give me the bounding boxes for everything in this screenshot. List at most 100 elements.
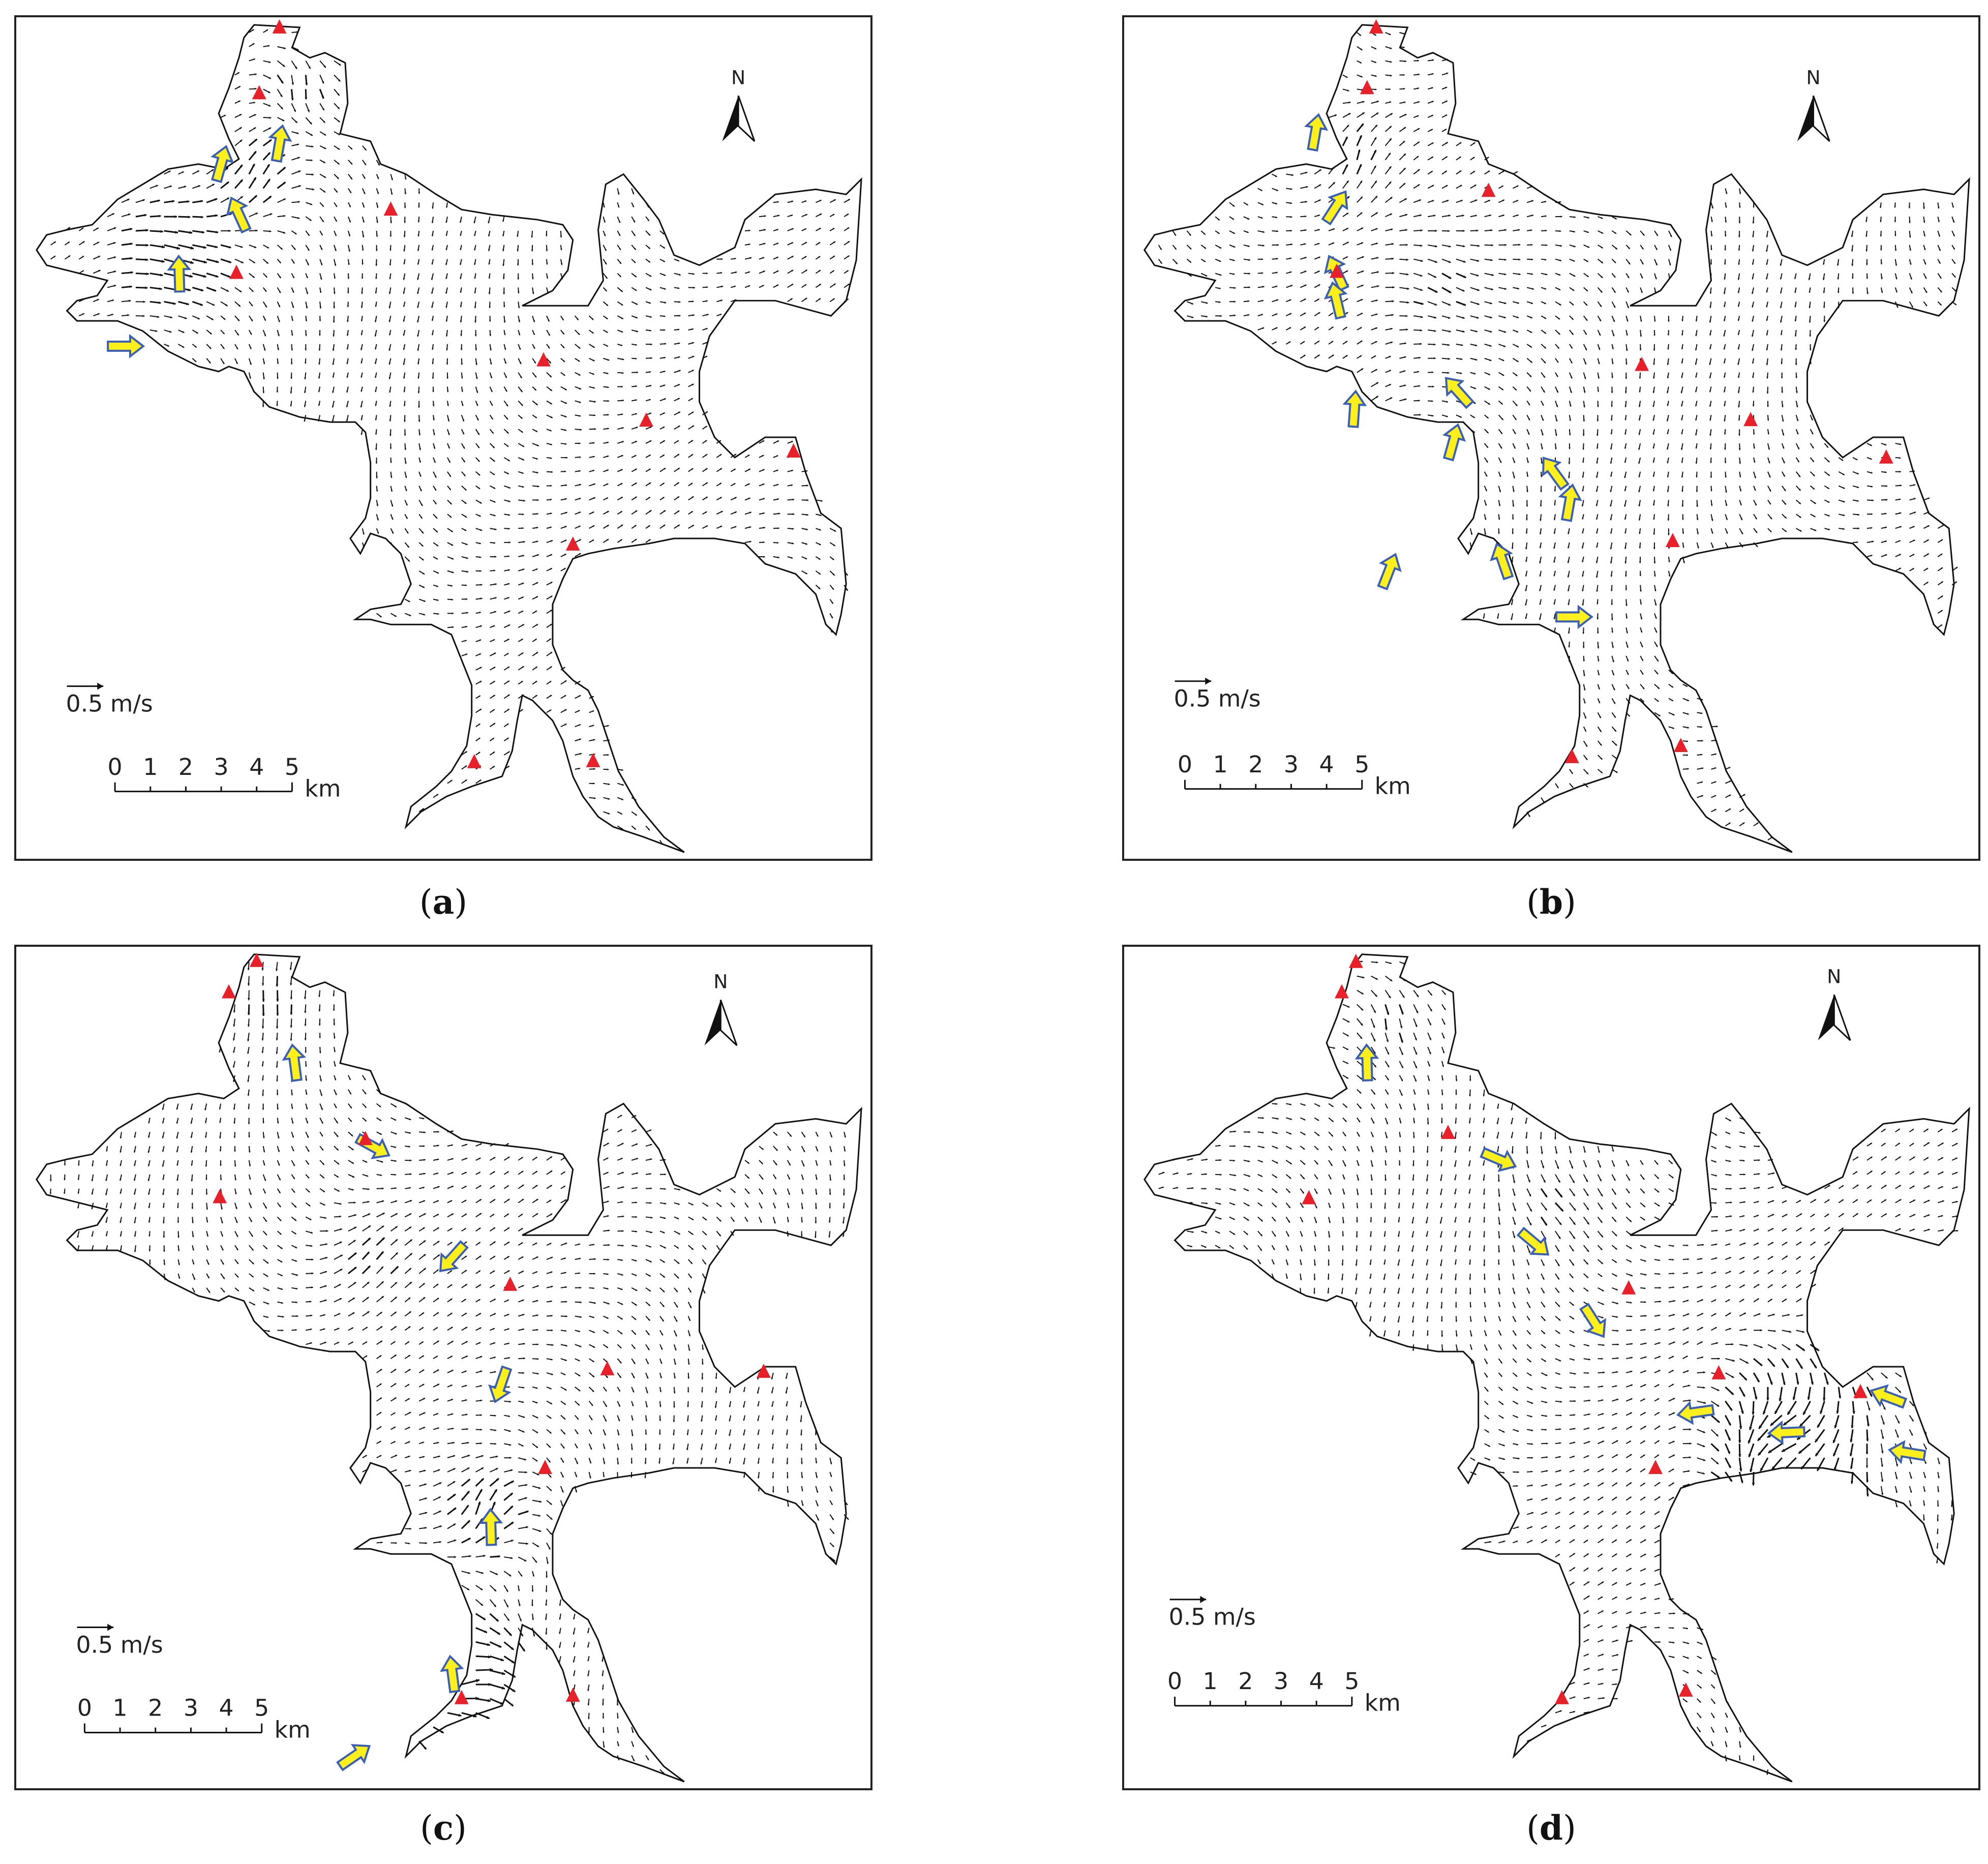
station-triangle-icon: [213, 1189, 227, 1204]
station-triangle-icon: [565, 536, 580, 551]
station-triangle-icon: [565, 1687, 580, 1702]
station-triangle-icon: [786, 443, 801, 458]
inflow-arrow-icon: [282, 1043, 307, 1082]
caption-c: (c): [420, 1808, 467, 1848]
velocity-field-a: [50, 28, 851, 845]
monitoring-stations-b: [1330, 19, 1893, 763]
scale-unit: km: [275, 1716, 311, 1743]
station-triangle-icon: [222, 984, 236, 999]
station-triangle-icon: [358, 1131, 373, 1146]
map-svg-a: N 0.5 m/s 0 1 2 3 4 5 km: [36, 19, 862, 853]
velocity-scale-label: 0.5 m/s: [66, 690, 153, 717]
velocity-field-d: [1158, 960, 1959, 1775]
station-triangle-icon: [1635, 356, 1649, 371]
scale-tick-label: 1: [143, 754, 158, 780]
station-triangle-icon: [1360, 80, 1374, 95]
station-triangle-icon: [1481, 183, 1496, 197]
station-triangle-icon: [1879, 449, 1893, 464]
inflow-arrows-b: [1304, 113, 1593, 629]
scale-tick-label: 0: [1178, 751, 1192, 778]
station-triangle-icon: [600, 1361, 615, 1375]
velocity-scale-arrow-icon: [1205, 677, 1212, 685]
station-triangle-icon: [586, 753, 600, 767]
scale-tick-label: 3: [184, 1695, 198, 1722]
inflow-arrow-icon: [1377, 553, 1402, 591]
inflow-arrow-icon: [1342, 389, 1367, 428]
inflow-arrows-a: [107, 124, 292, 358]
station-triangle-icon: [249, 952, 264, 967]
north-label: N: [1806, 66, 1820, 88]
station-triangle-icon: [252, 85, 266, 100]
velocity-scale-arrow-icon: [97, 682, 104, 690]
caption-b: (b): [1526, 882, 1576, 922]
inflow-arrow-icon: [1542, 457, 1570, 491]
inflow-arrow-icon: [488, 1365, 513, 1403]
scale-tick-label: 2: [1248, 751, 1263, 778]
station-triangle-icon: [503, 1276, 518, 1291]
north-arrow-b: N: [1797, 66, 1830, 142]
station-triangle-icon: [467, 754, 481, 768]
station-triangle-icon: [454, 1690, 469, 1704]
scale-tick-label: 1: [1213, 751, 1228, 778]
station-triangle-icon: [536, 352, 551, 367]
station-triangle-icon: [1369, 19, 1383, 34]
map-svg-b: N 0.5 m/s 0 1 2 3 4 5 km: [1143, 19, 1970, 853]
north-label: N: [731, 66, 745, 88]
station-triangle-icon: [538, 1460, 552, 1474]
station-triangle-icon: [1665, 533, 1680, 547]
scale-tick-label: 0: [77, 1695, 92, 1722]
map-panel-a: N 0.5 m/s 0 1 2 3 4 5 km: [14, 15, 872, 861]
map-panel-b: N 0.5 m/s 0 1 2 3 4 5 km: [1122, 15, 1980, 861]
north-arrow-a: N: [722, 66, 756, 142]
velocity-scale-c: 0.5 m/s: [76, 1624, 163, 1658]
monitoring-stations-c: [213, 952, 771, 1704]
station-triangle-icon: [1330, 263, 1344, 278]
scale-tick-label: 0: [108, 754, 123, 780]
velocity-scale-a: 0.5 m/s: [66, 682, 153, 717]
distance-scale-bar-a: 0 1 2 3 4 5 km: [108, 754, 341, 802]
inflow-arrow-icon: [1304, 113, 1329, 152]
velocity-field-b: [1158, 32, 1958, 841]
north-arrow-icon: [1797, 96, 1814, 141]
scale-tick-label: 5: [1354, 751, 1369, 778]
north-label: N: [713, 971, 728, 993]
station-triangle-icon: [229, 264, 244, 279]
inflow-arrow-icon: [354, 1133, 390, 1159]
scale-tick-label: 1: [113, 1695, 128, 1722]
station-triangle-icon: [272, 19, 287, 34]
map-svg-d: N 0.5 m/s 0 1 2 3 4 5 km: [1143, 953, 1970, 1783]
inflow-arrow-icon: [1555, 605, 1593, 629]
inflow-arrow-icon: [1442, 423, 1466, 462]
inflow-arrow-icon: [1490, 542, 1514, 581]
distance-scale-bar-c: 0 1 2 3 4 5 km: [77, 1695, 311, 1743]
map-panel-c: N 0.5 m/s 0 1 2 3 4 5 km: [14, 945, 872, 1790]
velocity-scale-label: 0.5 m/s: [76, 1631, 163, 1658]
inflow-arrow-icon: [440, 1655, 464, 1694]
inflow-arrow-icon: [478, 1508, 503, 1546]
inflow-arrow-icon: [336, 1744, 371, 1771]
scale-tick-label: 2: [148, 1695, 163, 1722]
north-arrow-icon: [704, 1000, 721, 1046]
inflow-arrow-icon: [1323, 281, 1348, 320]
velocity-field-c: [49, 961, 849, 1775]
inflow-arrow-icon: [167, 254, 192, 293]
inflow-arrow-icon: [210, 144, 234, 184]
inflow-arrows-c: [282, 1043, 513, 1771]
distance-scale-bar-b: 0 1 2 3 4 5 km: [1178, 751, 1411, 800]
map-svg-c: N 0.5 m/s 0 1 2 3 4 5 km: [36, 952, 862, 1783]
reservoir-shoreline-a: [36, 24, 862, 853]
north-arrow-c: N: [704, 971, 738, 1046]
scale-tick-label: 3: [214, 754, 229, 780]
inflow-arrow-icon: [1558, 483, 1582, 522]
station-triangle-icon: [639, 412, 654, 427]
scale-unit: km: [1375, 773, 1411, 800]
inflow-arrow-icon: [107, 334, 145, 358]
inflow-arrow-icon: [268, 124, 292, 163]
inflow-arrow-icon: [1321, 190, 1348, 226]
scale-tick-label: 2: [178, 754, 193, 780]
reservoir-shoreline-c: [36, 953, 862, 1783]
station-triangle-icon: [1743, 412, 1758, 427]
station-triangle-icon: [757, 1364, 771, 1378]
reservoir-shoreline-b: [1143, 24, 1970, 853]
scale-tick-label: 3: [1284, 751, 1299, 778]
